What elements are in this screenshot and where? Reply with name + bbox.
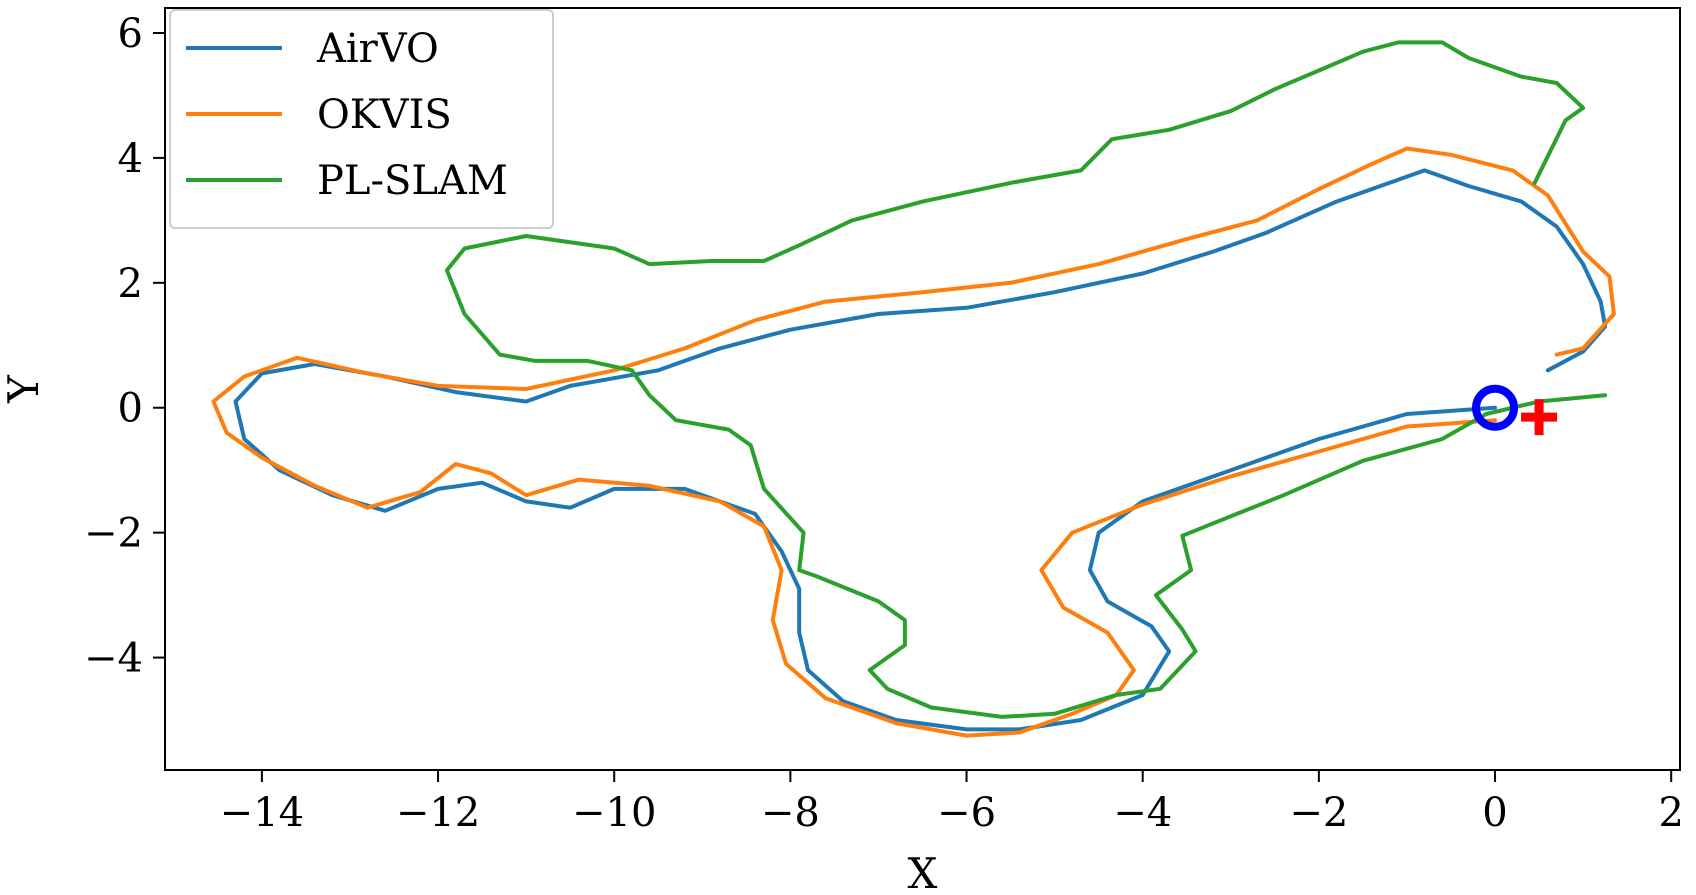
y-tick-label: −4 <box>84 636 143 682</box>
plot-area-frame <box>164 7 1681 771</box>
y-tick-label: 6 <box>118 11 143 57</box>
x-tick-label: −8 <box>761 790 820 836</box>
y-axis-label: Y <box>0 374 48 404</box>
x-tick-label: −12 <box>396 790 480 836</box>
x-tick-label: −6 <box>937 790 996 836</box>
legend-label: AirVO <box>316 26 439 72</box>
legend-label: OKVIS <box>317 92 452 138</box>
x-axis-ticks: −14 −12 −10 −8 −6 −4 −2 0 2 <box>220 770 1684 836</box>
series-layer <box>211 40 1616 738</box>
x-tick-label: −4 <box>1113 790 1172 836</box>
series-line-okvis <box>211 146 1616 738</box>
series-line-pl-slam <box>444 40 1608 719</box>
y-tick-label: 4 <box>118 136 143 182</box>
x-tick-label: 2 <box>1658 790 1683 836</box>
legend-box <box>169 9 554 229</box>
y-tick-label: 0 <box>118 386 143 432</box>
start-marker-circle <box>1472 384 1519 431</box>
x-tick-label: −2 <box>1289 790 1348 836</box>
x-tick-label: −10 <box>572 790 656 836</box>
y-tick-label: 2 <box>118 261 143 307</box>
legend-label: PL-SLAM <box>317 158 508 204</box>
marker-layer <box>1472 384 1558 436</box>
x-tick-label: −14 <box>220 790 304 836</box>
end-marker-plus <box>1521 399 1558 436</box>
x-tick-label: 0 <box>1482 790 1507 836</box>
x-axis-label: X <box>908 849 938 895</box>
y-axis-ticks: 6 4 2 0 −2 −4 <box>84 11 165 682</box>
y-tick-label: −2 <box>84 511 143 557</box>
legend[interactable]: AirVO OKVIS PL-SLAM <box>169 9 554 229</box>
